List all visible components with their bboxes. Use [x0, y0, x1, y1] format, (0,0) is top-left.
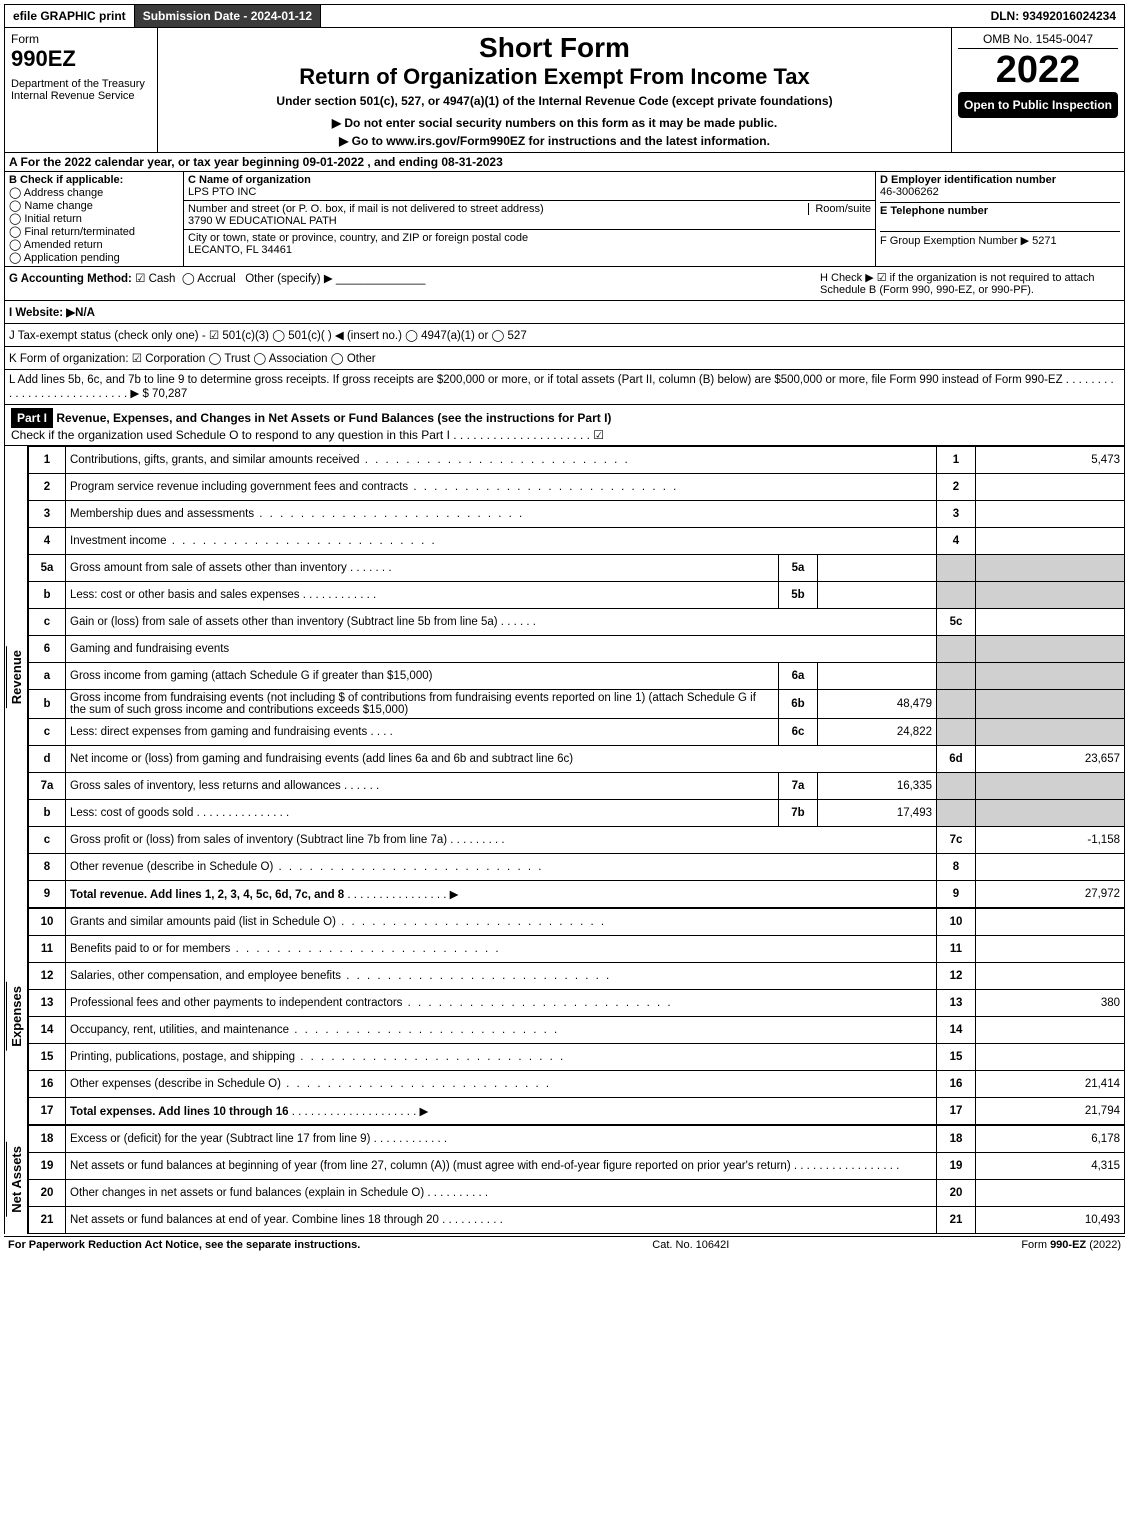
goto-line[interactable]: ▶ Go to www.irs.gov/Form990EZ for instru…: [164, 134, 945, 148]
row-g-h: G Accounting Method: ☑ Cash ◯ Accrual Ot…: [4, 267, 1125, 301]
revenue-table: 1Contributions, gifts, grants, and simil…: [28, 446, 1125, 908]
line-11: 11Benefits paid to or for members11: [29, 936, 1125, 963]
top-bar: efile GRAPHIC print Submission Date - 20…: [4, 4, 1125, 28]
footer-center: Cat. No. 10642I: [652, 1239, 729, 1251]
revenue-label: Revenue: [6, 646, 26, 708]
warning-line: ▶ Do not enter social security numbers o…: [164, 116, 945, 130]
footer-right: Form 990-EZ (2022): [1021, 1239, 1121, 1251]
line-6d: dNet income or (loss) from gaming and fu…: [29, 746, 1125, 773]
h-block: H Check ▶ ☑ if the organization is not r…: [820, 271, 1120, 296]
short-form-title: Short Form: [164, 32, 945, 64]
line-15: 15Printing, publications, postage, and s…: [29, 1044, 1125, 1071]
line-5b: bLess: cost or other basis and sales exp…: [29, 582, 1125, 609]
subtitle: Under section 501(c), 527, or 4947(a)(1)…: [164, 94, 945, 108]
expenses-section: Expenses 10Grants and similar amounts pa…: [4, 908, 1125, 1125]
part-i-header: Part I Revenue, Expenses, and Changes in…: [4, 405, 1125, 446]
line-7b: bLess: cost of goods sold . . . . . . . …: [29, 800, 1125, 827]
b-label: B Check if applicable:: [9, 174, 179, 186]
section-a: A For the 2022 calendar year, or tax yea…: [4, 153, 1125, 172]
line-1: 1Contributions, gifts, grants, and simil…: [29, 447, 1125, 474]
line-21: 21Net assets or fund balances at end of …: [29, 1207, 1125, 1234]
line-13: 13Professional fees and other payments t…: [29, 990, 1125, 1017]
form-number: 990EZ: [11, 46, 151, 72]
e-label: E Telephone number: [880, 205, 988, 217]
b-opt-0[interactable]: ◯ Address change: [9, 186, 179, 199]
row-k: K Form of organization: ☑ Corporation ◯ …: [4, 347, 1125, 370]
line-12: 12Salaries, other compensation, and empl…: [29, 963, 1125, 990]
line-18: 18Excess or (deficit) for the year (Subt…: [29, 1126, 1125, 1153]
b-opt-1[interactable]: ◯ Name change: [9, 199, 179, 212]
row-j: J Tax-exempt status (check only one) - ☑…: [4, 324, 1125, 347]
part-i-label: Part I: [11, 408, 53, 428]
netassets-table: 18Excess or (deficit) for the year (Subt…: [28, 1125, 1125, 1234]
line-6c: cLess: direct expenses from gaming and f…: [29, 719, 1125, 746]
main-title: Return of Organization Exempt From Incom…: [164, 64, 945, 90]
dept-2: Internal Revenue Service: [11, 90, 151, 102]
c-name-block: C Name of organization LPS PTO INC: [184, 172, 875, 201]
org-street: 3790 W EDUCATIONAL PATH: [188, 215, 337, 227]
row-l: L Add lines 5b, 6c, and 7b to line 9 to …: [4, 370, 1125, 405]
line-6a: aGross income from gaming (attach Schedu…: [29, 663, 1125, 690]
section-b: B Check if applicable: ◯ Address change …: [5, 172, 184, 266]
info-grid: B Check if applicable: ◯ Address change …: [4, 172, 1125, 267]
line-4: 4Investment income4: [29, 528, 1125, 555]
netassets-section: Net Assets 18Excess or (deficit) for the…: [4, 1125, 1125, 1234]
line-6: 6Gaming and fundraising events: [29, 636, 1125, 663]
ein: 46-3006262: [880, 186, 939, 198]
omb-number: OMB No. 1545-0047: [958, 32, 1118, 49]
b-opt-2[interactable]: ◯ Initial return: [9, 212, 179, 225]
b-opt-3[interactable]: ◯ Final return/terminated: [9, 225, 179, 238]
line-6b: bGross income from fundraising events (n…: [29, 690, 1125, 719]
netassets-label: Net Assets: [6, 1142, 26, 1217]
dln-label: DLN: 93492016024234: [983, 5, 1124, 27]
row-i: I Website: ▶N/A: [4, 301, 1125, 324]
open-public: Open to Public Inspection: [958, 92, 1118, 118]
f-label: F Group Exemption Number ▶ 5271: [880, 235, 1057, 247]
efile-label[interactable]: efile GRAPHIC print: [5, 5, 135, 27]
line-17: 17Total expenses. Add lines 10 through 1…: [29, 1098, 1125, 1125]
d-label: D Employer identification number: [880, 174, 1056, 186]
expenses-table: 10Grants and similar amounts paid (list …: [28, 908, 1125, 1125]
section-c: C Name of organization LPS PTO INC Numbe…: [184, 172, 876, 266]
org-name: LPS PTO INC: [188, 186, 256, 198]
line-2: 2Program service revenue including gover…: [29, 474, 1125, 501]
line-16: 16Other expenses (describe in Schedule O…: [29, 1071, 1125, 1098]
b-opt-4[interactable]: ◯ Amended return: [9, 238, 179, 251]
line-5c: cGain or (loss) from sale of assets othe…: [29, 609, 1125, 636]
section-a-text: A For the 2022 calendar year, or tax yea…: [9, 155, 503, 169]
line-7c: cGross profit or (loss) from sales of in…: [29, 827, 1125, 854]
g-block: G Accounting Method: ☑ Cash ◯ Accrual Ot…: [9, 271, 425, 296]
line-3: 3Membership dues and assessments3: [29, 501, 1125, 528]
b-opt-5[interactable]: ◯ Application pending: [9, 251, 179, 264]
org-city: LECANTO, FL 34461: [188, 244, 292, 256]
expenses-label: Expenses: [6, 982, 26, 1051]
line-5a: 5aGross amount from sale of assets other…: [29, 555, 1125, 582]
submission-date: Submission Date - 2024-01-12: [135, 5, 321, 27]
line-9: 9Total revenue. Add lines 1, 2, 3, 4, 5c…: [29, 881, 1125, 908]
footer-left: For Paperwork Reduction Act Notice, see …: [8, 1239, 360, 1251]
revenue-section: Revenue 1Contributions, gifts, grants, a…: [4, 446, 1125, 908]
line-8: 8Other revenue (describe in Schedule O)8: [29, 854, 1125, 881]
tax-year: 2022: [958, 49, 1118, 92]
part-i-title: Revenue, Expenses, and Changes in Net As…: [56, 411, 611, 425]
line-10: 10Grants and similar amounts paid (list …: [29, 909, 1125, 936]
line-7a: 7aGross sales of inventory, less returns…: [29, 773, 1125, 800]
form-word: Form: [11, 32, 151, 46]
line-19: 19Net assets or fund balances at beginni…: [29, 1153, 1125, 1180]
section-d: D Employer identification number 46-3006…: [876, 172, 1124, 266]
line-20: 20Other changes in net assets or fund ba…: [29, 1180, 1125, 1207]
line-14: 14Occupancy, rent, utilities, and mainte…: [29, 1017, 1125, 1044]
form-header: Form 990EZ Department of the Treasury In…: [4, 28, 1125, 153]
c-street-block: Number and street (or P. O. box, if mail…: [184, 201, 875, 230]
c-city-block: City or town, state or province, country…: [184, 230, 875, 258]
part-i-check: Check if the organization used Schedule …: [11, 428, 604, 442]
page-footer: For Paperwork Reduction Act Notice, see …: [4, 1236, 1125, 1253]
dept-1: Department of the Treasury: [11, 78, 151, 90]
